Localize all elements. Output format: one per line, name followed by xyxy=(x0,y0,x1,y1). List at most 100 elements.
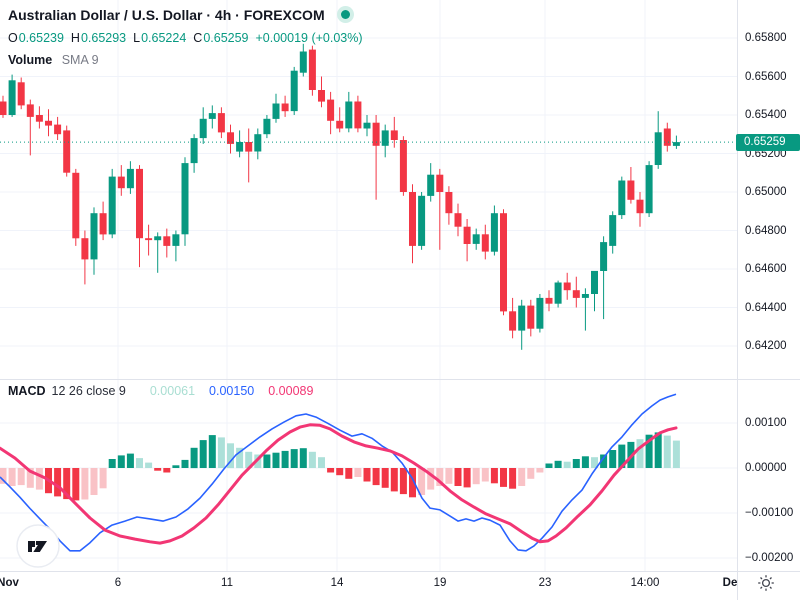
macd-line-value: 0.00150 xyxy=(209,384,255,398)
price-tick-label: 0.65000 xyxy=(745,186,787,198)
macd-histogram-bar xyxy=(99,468,107,489)
time-tick-label: Nov xyxy=(0,577,19,589)
macd-histogram-bar xyxy=(545,463,553,468)
candle-body xyxy=(99,213,107,235)
macd-histogram-bar xyxy=(518,468,526,486)
candle-body xyxy=(572,290,580,298)
time-tick-label: De xyxy=(722,577,738,589)
macd-histogram-bar xyxy=(445,468,453,484)
macd-histogram-bar xyxy=(17,468,25,486)
macd-histogram-bar xyxy=(0,468,7,484)
macd-histogram-bar xyxy=(208,435,216,468)
candle-body xyxy=(117,176,125,189)
low-value: 0.65224 xyxy=(141,31,187,45)
candle-body xyxy=(254,134,262,152)
price-tick-label: 0.64600 xyxy=(745,263,787,275)
macd-tick-label: −0.00100 xyxy=(745,507,794,519)
time-tick-label: 14:00 xyxy=(630,577,660,589)
candle-body xyxy=(136,168,143,239)
time-tick-label: 11 xyxy=(221,577,233,589)
macd-histogram-bar xyxy=(363,468,371,482)
price-tick-label: 0.65400 xyxy=(745,109,787,121)
candle-body xyxy=(281,103,289,112)
tradingview-logo[interactable] xyxy=(16,524,60,568)
candle-body xyxy=(481,234,489,252)
macd-histogram-bar xyxy=(318,457,325,468)
candle-body xyxy=(17,82,25,106)
macd-histogram-bar xyxy=(217,437,225,468)
macd-histogram-bar xyxy=(172,465,180,468)
macd-histogram-bar xyxy=(263,454,271,468)
candle-body xyxy=(509,311,517,331)
ohlc-legend[interactable]: O0.65239 H0.65293 L0.65224 C0.65259 +0.00019… xyxy=(8,31,363,45)
candle-body xyxy=(8,80,16,115)
symbol-title[interactable]: Australian Dollar / U.S. Dollar · 4h · F… xyxy=(8,6,325,23)
macd-histogram-bar xyxy=(308,451,316,468)
candle-body xyxy=(618,180,626,216)
macd-histogram-bar xyxy=(227,443,234,469)
candle-body xyxy=(627,180,635,200)
macd-line xyxy=(0,393,677,552)
macd-histogram-bar xyxy=(281,450,289,468)
pane-separator[interactable] xyxy=(0,379,800,380)
candle-body xyxy=(563,282,571,291)
macd-legend[interactable]: MACD 12 26 close 9 0.00061 0.00150 0.000… xyxy=(8,384,313,398)
macd-histogram-bar xyxy=(509,468,517,489)
macd-indicator-name[interactable]: MACD xyxy=(8,384,46,398)
candle-body xyxy=(45,120,52,126)
macd-histogram-bar xyxy=(654,432,662,468)
time-tick-label: 6 xyxy=(114,577,122,589)
macd-histogram-bar xyxy=(399,468,407,495)
volume-legend[interactable]: Volume SMA 9 xyxy=(8,53,99,67)
macd-histogram-bar xyxy=(299,448,307,468)
macd-histogram-bar xyxy=(199,440,207,468)
volume-indicator-name[interactable]: Volume xyxy=(8,53,53,67)
candle-body xyxy=(154,236,162,241)
candle-body xyxy=(645,165,653,214)
macd-histogram-bar xyxy=(81,468,89,500)
macd-histogram-bar xyxy=(8,468,16,486)
candle-body xyxy=(372,122,380,146)
candle-body xyxy=(381,130,389,146)
symbol-legend[interactable]: Australian Dollar / U.S. Dollar · 4h · F… xyxy=(8,6,354,23)
macd-histogram-bar xyxy=(418,468,426,495)
candle-body xyxy=(399,140,407,192)
price-tick-label: 0.64800 xyxy=(745,224,787,237)
candle-body xyxy=(600,242,608,271)
candle-body xyxy=(427,174,435,196)
time-tick-label: 23 xyxy=(538,577,552,589)
high-value: 0.65293 xyxy=(80,31,127,45)
candle-body xyxy=(418,195,426,246)
candle-body xyxy=(63,130,71,173)
candle-body xyxy=(390,130,398,140)
candle-body xyxy=(345,101,353,129)
candle-body xyxy=(436,174,444,192)
settings-sun-icon[interactable] xyxy=(757,574,775,592)
macd-histogram-bar xyxy=(490,468,498,484)
candle-body xyxy=(463,226,471,244)
time-tick-label: 19 xyxy=(433,577,447,589)
macd-histogram-bar xyxy=(472,468,480,485)
candle-body xyxy=(245,142,253,152)
candle-body xyxy=(554,282,562,304)
open-value: 0.65239 xyxy=(18,31,64,45)
candle-body xyxy=(145,238,153,241)
candle-body xyxy=(208,113,216,119)
macd-histogram-bar xyxy=(245,451,253,468)
candle-body xyxy=(327,99,335,121)
candle-body xyxy=(490,213,498,252)
time-tick-label: 14 xyxy=(330,577,344,589)
candle-body xyxy=(527,305,535,329)
volume-indicator-params: SMA 9 xyxy=(61,53,99,67)
macd-histogram-bar xyxy=(672,440,680,468)
candle-body xyxy=(654,132,662,165)
candle-body xyxy=(72,172,80,239)
macd-histogram-bar xyxy=(108,459,116,468)
macd-histogram-bar xyxy=(272,452,280,468)
macd-histogram-bar xyxy=(163,468,171,473)
macd-histogram-bar xyxy=(336,468,344,476)
macd-histogram-bar xyxy=(327,468,335,473)
macd-histogram-bar xyxy=(63,468,71,500)
